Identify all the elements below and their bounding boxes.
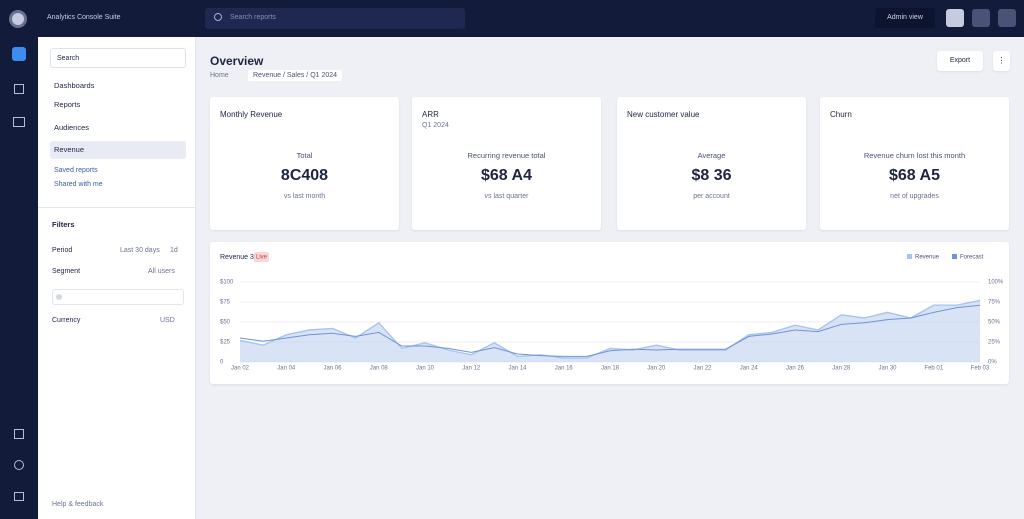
x-tick-label: Jan 30 — [878, 366, 897, 372]
kpi-card: ARR Q1 2024 Recurring revenue total $68 A4 v… — [412, 97, 601, 230]
nav-icon[interactable] — [14, 429, 24, 439]
kpi-caption: Total — [296, 151, 313, 160]
chart-title: Revenue 30 — [220, 254, 258, 261]
nav-item[interactable]: Dashboards — [54, 81, 95, 90]
sidebar: Search Dashboards Reports Audiences Reve… — [38, 37, 196, 519]
x-tick-label: Jan 06 — [323, 366, 342, 372]
top-bar: Analytics Console Suite Search reports A… — [0, 0, 1024, 37]
x-tick-label: Feb 01 — [924, 366, 943, 372]
page-title: Overview — [210, 54, 264, 68]
filter-label: Segment — [52, 268, 81, 275]
search-placeholder: Search reports — [230, 14, 276, 21]
kpi-value: $68 A4 — [481, 167, 532, 184]
x-tick-label: Jan 22 — [693, 366, 712, 372]
line — [239, 304, 981, 357]
kpi-label: Monthly Revenue — [220, 110, 283, 119]
filter-value[interactable]: Last 30 days — [120, 247, 160, 254]
x-tick-label: Feb 03 — [971, 366, 990, 372]
kpi-card: New customer value Average $8 36 per accoun… — [617, 97, 806, 230]
logo — [9, 10, 27, 28]
x-tick-label: Jan 10 — [416, 366, 435, 372]
y2-tick-label: 75% — [988, 300, 1001, 306]
x-tick-label: Jan 14 — [508, 366, 527, 372]
nav-icon[interactable] — [13, 117, 25, 127]
nav-icon[interactable] — [14, 492, 24, 501]
kpi-label: New customer value — [627, 110, 700, 119]
icon-button[interactable] — [972, 9, 990, 27]
x-tick-label: Jan 26 — [786, 366, 805, 372]
y-tick-label: 0 — [220, 360, 224, 366]
nav-icon[interactable] — [12, 47, 26, 61]
x-tick-label: Jan 24 — [740, 366, 759, 372]
breadcrumb[interactable]: Revenue / Sales / Q1 2024 — [248, 70, 343, 81]
filter-value[interactable]: All users — [148, 268, 175, 275]
kpi-caption: Revenue churn lost this month — [863, 151, 966, 160]
slider[interactable] — [52, 289, 184, 305]
y2-tick-label: 100% — [988, 280, 1004, 286]
x-tick-label: Jan 16 — [555, 366, 574, 372]
x-tick-label: Jan 04 — [277, 366, 296, 372]
legend-label: Forecast — [960, 255, 984, 261]
x-tick-label: Jan 12 — [462, 366, 481, 372]
kpi-card: Monthly Revenue Total 8C408 vs last month — [210, 97, 399, 230]
y-tick-label: $25 — [220, 340, 231, 346]
app-name: Analytics Console Suite — [47, 14, 121, 21]
y-tick-label: $100 — [220, 280, 234, 286]
x-tick-label: Jan 08 — [370, 366, 389, 372]
y2-tick-label: 50% — [988, 320, 1001, 326]
sidebar-search[interactable]: Search — [50, 48, 186, 68]
line — [239, 299, 981, 359]
nav-item-active[interactable]: Revenue — [50, 141, 186, 159]
breadcrumb[interactable]: Home — [210, 72, 229, 79]
kpi-label: Churn — [830, 110, 852, 119]
nav-icon[interactable] — [14, 460, 24, 470]
nav-item[interactable]: Reports — [54, 100, 81, 109]
more-button[interactable]: ⋮ — [993, 51, 1010, 71]
y2-tick-label: 25% — [988, 340, 1001, 346]
sidebar-footer[interactable]: Help & feedback — [52, 501, 104, 508]
y-tick-label: $50 — [220, 320, 231, 326]
nav-icon[interactable] — [14, 84, 24, 94]
icon-button[interactable] — [998, 9, 1016, 27]
kpi-label: ARR — [422, 110, 439, 119]
chart-card: Revenue 30 Live 0 $25 $50 $75 $100 0% 25% 50% 75… — [210, 242, 1009, 384]
filter-label: Period — [52, 247, 73, 254]
kpi-note: net of upgrades — [890, 193, 939, 200]
kpi-value: $68 A5 — [889, 167, 940, 184]
chart: Revenue 30 Live 0 $25 $50 $75 $100 0% 25% 50% 75… — [220, 252, 1004, 372]
icon-button[interactable] — [946, 9, 964, 27]
section-title: Filters — [52, 220, 75, 229]
kpi-note: vs last quarter — [484, 193, 529, 200]
kpi-caption: Recurring revenue total — [467, 151, 546, 160]
legend-swatch — [952, 254, 957, 259]
filter-label: Currency — [52, 317, 81, 324]
x-tick-label: Jan 18 — [601, 366, 620, 372]
area — [240, 300, 980, 362]
kpi-value: $8 36 — [691, 167, 732, 184]
kpi-sublabel: Q1 2024 — [422, 122, 449, 129]
icon-rail — [0, 37, 38, 519]
y-tick-label: $75 — [220, 300, 231, 306]
kpi-card: Churn Revenue churn lost this month $68 A5… — [820, 97, 1009, 230]
x-tick-label: Jan 02 — [231, 366, 250, 372]
export-button[interactable]: Export — [937, 51, 983, 71]
nav-link[interactable]: Saved reports — [54, 167, 98, 174]
y2-tick-label: 0% — [988, 360, 997, 366]
nav-link[interactable]: Shared with me — [54, 181, 103, 188]
kpi-caption: Average — [697, 151, 726, 160]
kpi-note: per account — [693, 193, 730, 200]
legend-label: Revenue — [915, 255, 940, 261]
legend-swatch — [907, 254, 912, 259]
x-tick-label: Jan 28 — [832, 366, 851, 372]
kpi-value: 8C408 — [280, 167, 329, 184]
x-tick-label: Jan 20 — [647, 366, 666, 372]
search-box[interactable]: Search reports — [205, 8, 465, 29]
chart-badge: Live — [256, 255, 268, 261]
filter-value[interactable]: USD — [160, 317, 175, 324]
kpi-note: vs last month — [283, 193, 326, 200]
nav-item[interactable]: Audiences — [54, 123, 90, 132]
account-button[interactable]: Admin view — [875, 8, 935, 28]
filter-value[interactable]: 1d — [170, 247, 178, 254]
